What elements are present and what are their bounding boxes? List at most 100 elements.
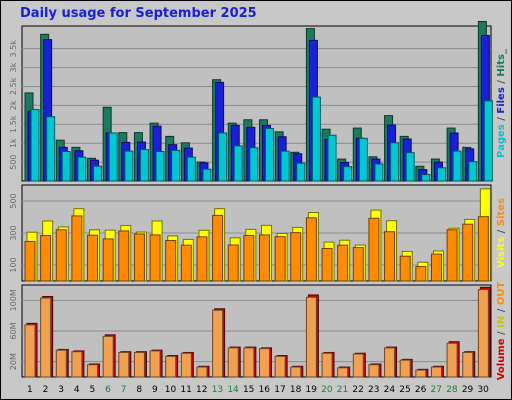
y-axis-label-volume: Volume / IN / OUT [496,282,507,381]
x-tick-label: 4 [74,385,80,395]
bar-pages [265,127,274,182]
bar-pages [233,145,243,182]
panel-visits: 100 300 500 Visits / Sites [9,184,507,282]
bar-out [462,351,474,378]
bar-out [71,351,83,378]
bar-sites [462,223,474,282]
y-axis-label-part: / [496,226,507,237]
bar-sites [212,214,224,282]
y-axis-label-part: Pages [496,124,507,158]
bar-pages [452,150,462,182]
bar-sites [55,229,67,282]
panel-hits: 500 1k 1.5k 2k 2.5k 3k 3.5k Pages / Files / Hit… [9,20,507,182]
bar-sites [274,236,286,282]
x-tick-label: 17 [274,385,285,395]
x-tick-label: 30 [477,385,489,395]
y-axis-label-hits: Pages / Files / Hits_ [496,49,507,158]
x-tick-label: 2 [43,385,49,395]
bar-sites [243,234,255,282]
y-tick-label: 20M [9,353,18,370]
bar-pages [108,132,118,182]
y-tick-label: 2.5k [9,77,18,95]
bar-pages [327,134,337,182]
bar-pages [139,149,149,182]
bar-pages [421,174,431,182]
bar-sites [352,247,364,282]
bar-pages [343,166,353,182]
bar-out [227,347,239,378]
x-tick-label: 19 [305,385,317,395]
y-axis-label-visits: Visits / Sites [496,198,507,268]
y-axis-label-part: IN [496,316,507,328]
bar-out [352,353,364,378]
bar-sites [24,240,36,282]
x-tick-label: 22 [352,385,363,395]
bar-sites [430,253,442,282]
x-tick-label: 25 [399,385,410,395]
bar-sites [118,230,130,282]
bar-sites [477,216,489,282]
y-tick-label: 3.5k [9,40,18,58]
y-axis-label-part: Files [496,87,507,113]
y-axis-label-part: / [496,328,507,339]
bar-sites [446,229,458,282]
bar-out [133,351,145,378]
bar-sites [399,255,411,282]
bar-out [477,289,489,378]
bar-out [321,352,333,378]
bar-out [55,349,67,378]
bar-out [274,355,286,378]
x-tick-label: 29 [462,385,474,395]
bar-sites [384,231,396,282]
bar-sites [259,234,270,282]
bar-sites [415,266,427,282]
bar-sites [321,248,333,282]
bar-pages [186,156,196,182]
bar-out [243,347,255,378]
x-tick-label: 24 [384,385,396,395]
y-axis-label-part: OUT [496,282,507,306]
bar-out [149,350,161,378]
y-tick-label: 60M [9,322,18,339]
x-tick-label: 23 [368,385,379,395]
x-tick-label: 11 [180,385,191,395]
bar-out [196,366,208,378]
bar-out [337,367,349,378]
bar-out [430,366,442,378]
y-tick-label: 100 [9,257,18,272]
x-tick-label: 16 [259,385,271,395]
bar-sites [165,240,177,282]
x-tick-label: 27 [431,385,442,395]
bar-sites [40,235,52,282]
bar-out [180,352,192,378]
x-tick-label: 7 [121,385,127,395]
bar-pages [296,162,306,182]
bar-pages [468,161,478,182]
bar-pages [77,156,87,182]
bar-pages [390,142,400,182]
bar-out [305,296,317,378]
bar-sites [149,234,161,282]
bar-pages [405,152,415,182]
bar-pages [155,151,165,182]
bar-out [384,347,396,378]
bar-sites [71,215,83,282]
y-tick-label: 500 [9,154,18,169]
bar-pages [483,100,493,182]
x-tick-label: 18 [290,385,302,395]
bar-out [87,364,99,378]
bar-out [259,348,270,378]
bar-pages [124,150,134,182]
y-axis-label-part: Hits [496,54,507,77]
bar-pages [374,163,384,182]
bar-sites [87,234,99,282]
bar-pages [436,167,446,182]
x-tick-label: 3 [58,385,64,395]
bar-out [290,366,302,378]
y-axis-label-part: Sites [496,198,507,226]
x-tick-label: 20 [321,385,333,395]
bar-sites [337,244,349,282]
bar-sites [305,217,317,282]
bar-out [399,359,411,378]
